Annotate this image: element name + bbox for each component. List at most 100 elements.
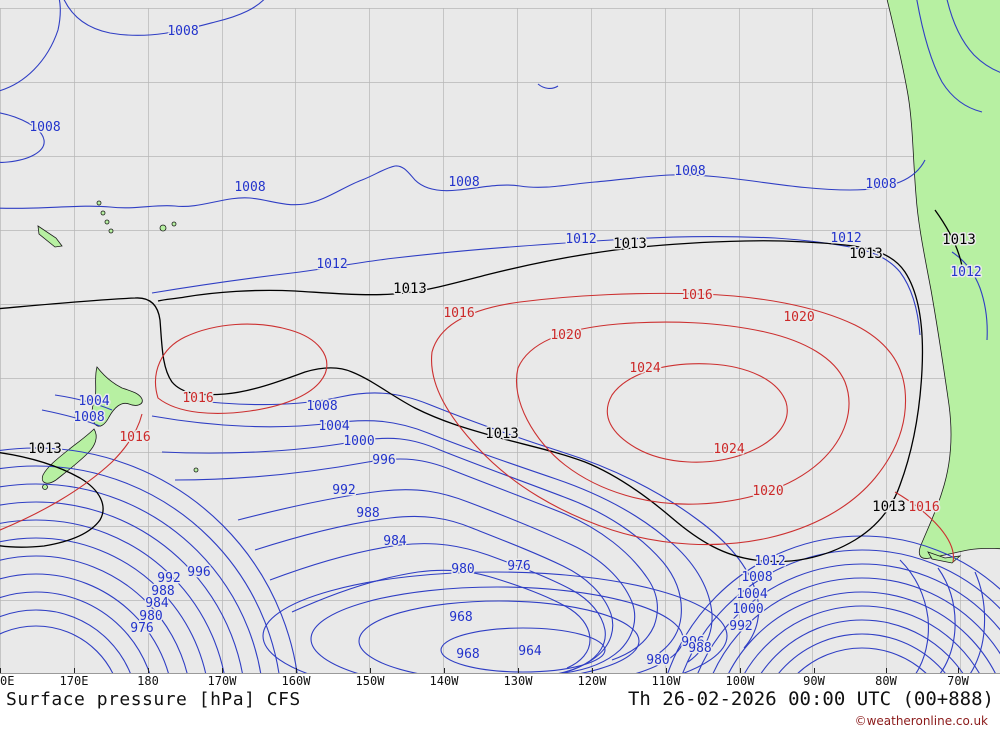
isobar-low-ellipse — [358, 600, 640, 674]
isobar-980-central — [291, 569, 591, 669]
isobar-1016-high — [430, 292, 907, 546]
title-bar: Surface pressure [hPa] CFS Th 26-02-2026… — [0, 688, 1000, 710]
contour-label: 964 — [518, 644, 542, 659]
contour-label: 1004 — [78, 394, 109, 409]
isobar-low-arc — [712, 577, 1000, 674]
map-title: Surface pressure [hPa] CFS — [6, 689, 301, 710]
isobar-low-ellipse — [440, 627, 606, 673]
contour-label: 980 — [451, 562, 474, 577]
contour-label: 1012 — [830, 231, 861, 246]
isobar-1016-new-zealand — [0, 413, 143, 531]
contour-label: 1013 — [485, 426, 519, 442]
isobar-low-arc — [0, 609, 132, 674]
isobar-andes-north-1 — [916, 0, 983, 113]
isobar-low-arc — [696, 563, 1000, 674]
land-south-america — [886, 0, 1000, 559]
x-axis-tick-label: 80W — [875, 674, 897, 688]
contour-label: 984 — [383, 534, 407, 549]
isobar-patagonia-1 — [899, 559, 929, 674]
isobar-1012-upper — [151, 236, 921, 336]
isobar-low-arc — [0, 519, 225, 674]
contour-label: 1008 — [741, 570, 772, 585]
contour-label: 980 — [139, 609, 162, 624]
contour-label: 968 — [456, 647, 479, 662]
isobar-1008-nz-west — [41, 409, 101, 427]
contour-label: 1013 — [28, 441, 62, 457]
isobar-low-arc — [727, 591, 997, 674]
isobar-low-arc — [760, 619, 964, 674]
isobar-1013-main — [0, 240, 924, 563]
land-tierra-del-fuego — [927, 551, 962, 564]
isobar-984-central — [269, 543, 606, 674]
x-axis-tick-label: 170W — [207, 674, 237, 688]
x-axis-tick-label: 160W — [281, 674, 311, 688]
isobar-low-arc — [0, 501, 244, 674]
x-axis-tick-label: 120W — [577, 674, 607, 688]
isobars-blue — [0, 0, 1000, 674]
contour-label: 1016 — [182, 391, 213, 406]
contour-label: 1008 — [865, 177, 896, 192]
isobar-1000-central — [161, 437, 682, 660]
isobar-low-arc — [681, 549, 1000, 674]
contour-label: 968 — [449, 610, 472, 625]
isobar-low-ellipse — [310, 586, 684, 674]
contour-label: 1024 — [629, 361, 660, 376]
land-fiji-island — [171, 221, 177, 227]
contour-label: 1016 — [443, 306, 474, 321]
contour-label: 1020 — [752, 484, 783, 499]
isobar-1004-nz-west — [54, 394, 113, 411]
contour-label: 1020 — [550, 328, 581, 343]
contour-label: 1013 — [613, 236, 647, 252]
isobar-low-arc — [0, 555, 188, 674]
contour-label: 1020 — [783, 310, 814, 325]
land-stewart-island — [42, 484, 48, 490]
contour-label: 1013 — [393, 281, 427, 297]
contour-label: 1008 — [234, 180, 265, 195]
isobar-1008-central — [191, 392, 760, 649]
x-axis-tick-label: 150W — [355, 674, 385, 688]
x-axis-tick-label: 160E — [0, 674, 15, 688]
isobar-low-arc — [0, 591, 151, 674]
contour-label: 988 — [356, 506, 379, 521]
contour-label: 1008 — [73, 410, 104, 425]
x-axis-tick-label: 140W — [429, 674, 459, 688]
isobar-low-arc — [0, 447, 298, 674]
x-axis-tick-label: 110W — [651, 674, 681, 688]
contour-label: 1013 — [872, 499, 906, 515]
isobar-1024-high — [606, 363, 788, 463]
contour-label: 984 — [145, 596, 169, 611]
land-new-zealand-north-island — [91, 366, 143, 427]
contour-label: 1012 — [950, 265, 981, 280]
contour-label: 1008 — [306, 399, 337, 414]
map-timestamp: Th 26-02-2026 00:00 UTC (00+888) — [627, 688, 994, 710]
isobar-low-arc — [0, 573, 170, 674]
isobar-1020-high — [516, 321, 850, 505]
contour-label: 1004 — [736, 587, 767, 602]
contour-label: 1000 — [732, 602, 763, 617]
land-chatham-island — [193, 467, 199, 473]
contour-label: 1016 — [908, 500, 939, 515]
contour-label: 996 — [681, 635, 704, 650]
contour-label: 1000 — [343, 434, 374, 449]
contour-label: 1012 — [316, 257, 347, 272]
isobar-low-arc — [743, 605, 981, 674]
contour-label: 1016 — [681, 288, 712, 303]
contour-label: 1016 — [119, 430, 150, 445]
isobar-1013-andes — [934, 209, 963, 267]
isobar-996-central — [174, 458, 658, 661]
copyright-notice: ©weatheronline.co.uk — [854, 714, 988, 728]
contour-label: 996 — [187, 565, 210, 580]
map-area: 1008 1008 1008 1008 1008 1008 1012 1012 1012 1012… — [0, 0, 1000, 674]
contour-label: 1004 — [318, 419, 349, 434]
isobar-992-central — [237, 489, 636, 674]
ocean-background — [0, 0, 1000, 674]
isobar-low-arc — [0, 537, 207, 674]
contour-label: 976 — [130, 621, 153, 636]
land-vanuatu-island — [108, 228, 114, 234]
isobar-1008-main-band — [0, 159, 926, 209]
land-vanuatu-island — [96, 200, 102, 206]
isobar-1008-left-edge — [0, 112, 45, 163]
isobar-low-arc — [0, 483, 262, 674]
